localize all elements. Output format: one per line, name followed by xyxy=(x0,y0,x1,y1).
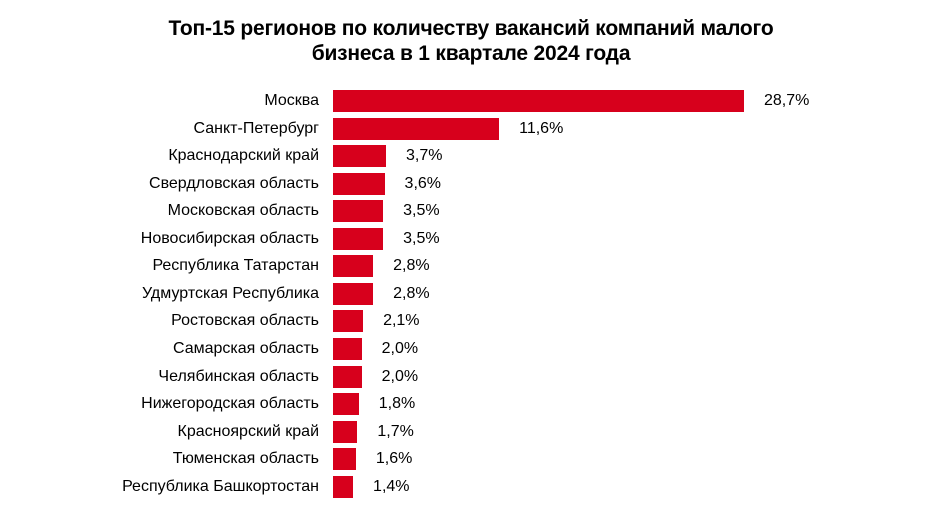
category-label: Ростовская область xyxy=(171,312,319,330)
category-label: Свердловская область xyxy=(149,174,319,192)
value-label: 1,7% xyxy=(377,422,414,440)
value-label: 11,6% xyxy=(519,119,564,137)
value-label: 28,7% xyxy=(764,92,810,109)
chart-title-line-2: бизнеса в 1 квартале 2024 года xyxy=(311,42,631,65)
bar xyxy=(333,117,500,140)
value-label: 3,7% xyxy=(405,147,443,165)
value-label: 2,1% xyxy=(383,312,420,330)
bar-row: Удмуртская Республика 2,8% xyxy=(0,282,942,306)
bar xyxy=(333,282,374,305)
bar-row: Республика Башкортостан 1,4% xyxy=(0,475,942,499)
category-label: Краснодарский край xyxy=(168,147,319,165)
bar xyxy=(333,337,362,360)
bar-row: Нижегородская область 1,8% xyxy=(0,392,942,416)
bar-row: Москва 28,7% xyxy=(0,89,942,113)
bar-row: Тюменская область 1,6% xyxy=(0,447,942,471)
value-label: 1,6% xyxy=(375,450,413,468)
category-label: Москва xyxy=(264,92,319,109)
bar xyxy=(333,393,359,416)
bar-row: Санкт-Петербург 11,6% xyxy=(0,117,942,141)
value-label: 3,6% xyxy=(404,174,442,192)
bar-row: Свердловская область 3,6% xyxy=(0,172,942,196)
value-label: 2,0% xyxy=(381,339,419,357)
value-label: 3,5% xyxy=(403,202,440,220)
bar-row: Новосибирская область 3,5% xyxy=(0,227,942,251)
bar xyxy=(333,310,364,333)
bar-row: Республика Татарстан 2,8% xyxy=(0,254,942,278)
bar xyxy=(333,420,358,443)
value-label: 1,4% xyxy=(373,477,410,495)
value-label: 2,0% xyxy=(381,367,419,385)
category-label: Тюменская область xyxy=(172,450,319,468)
bar-row: Челябинская область 2,0% xyxy=(0,365,942,389)
category-label: Красноярский край xyxy=(177,422,319,440)
value-label: 2,8% xyxy=(393,257,430,275)
bar xyxy=(333,365,362,388)
value-label: 2,8% xyxy=(393,284,430,302)
category-label: Республика Башкортостан xyxy=(122,477,319,495)
category-label: Санкт-Петербург xyxy=(193,119,319,137)
category-label: Нижегородская область xyxy=(141,395,319,413)
category-label: Удмуртская Республика xyxy=(142,284,319,302)
bar xyxy=(333,475,354,498)
value-label: 1,8% xyxy=(378,395,416,413)
category-label: Республика Татарстан xyxy=(152,257,319,275)
category-label: Московская область xyxy=(167,202,319,220)
chart-title: Топ-15 регионов по количеству вакансий к… xyxy=(0,16,942,66)
bar xyxy=(333,172,385,195)
category-label: Новосибирская область xyxy=(140,229,319,247)
bar xyxy=(333,90,744,112)
value-label: 3,5% xyxy=(403,229,440,247)
category-label: Челябинская область xyxy=(158,367,319,385)
category-label: Самарская область xyxy=(172,339,319,357)
bar xyxy=(333,145,386,168)
bar-row: Краснодарский край 3,7% xyxy=(0,144,942,168)
bar-row: Красноярский край 1,7% xyxy=(0,420,942,444)
bar xyxy=(333,227,384,250)
bar-row: Московская область 3,5% xyxy=(0,199,942,223)
chart-title-line-1: Топ-15 регионов по количеству вакансий к… xyxy=(168,17,774,40)
bar-row: Ростовская область 2,1% xyxy=(0,309,942,333)
bar xyxy=(333,200,384,223)
bar xyxy=(333,255,374,278)
bar xyxy=(333,448,356,471)
bar-row: Самарская область 2,0% xyxy=(0,337,942,361)
